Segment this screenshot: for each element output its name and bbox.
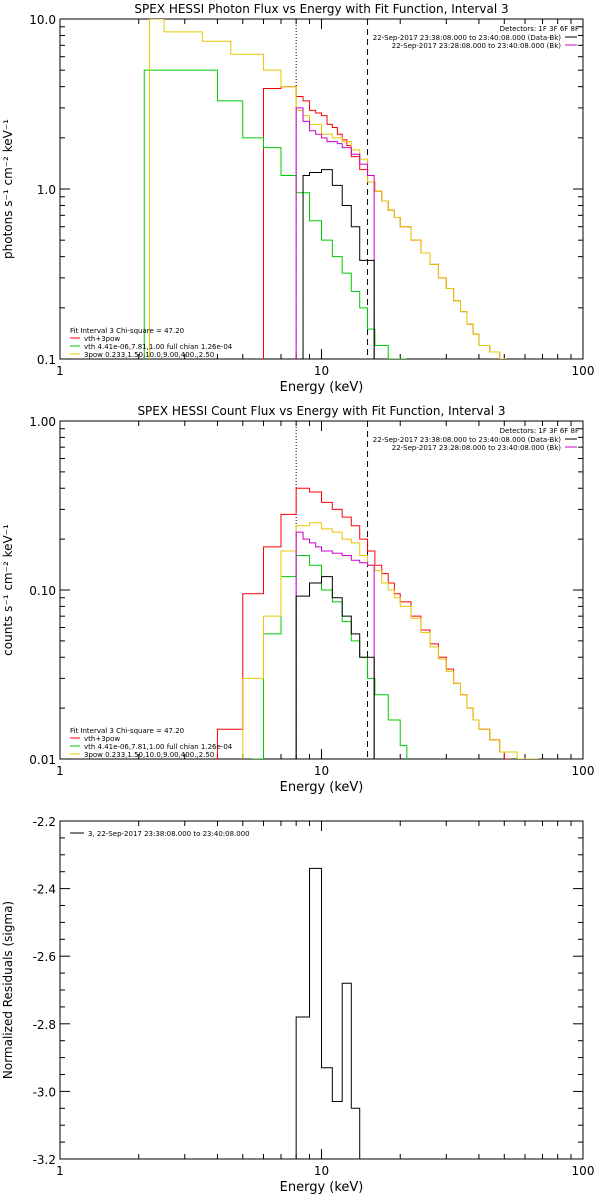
series-3-22-sep-2017-23-38-08-000-to-23-40-08-000: [295, 867, 376, 1159]
legend-left-label: vth+3pow: [84, 335, 120, 343]
series-vth-3pow: [216, 487, 511, 759]
legend-left-label: vth+3pow: [84, 735, 120, 743]
plot-area: [143, 19, 507, 359]
legend-right-label: 22-Sep-2017 23:38:08.000 to 23:40:08.000…: [373, 34, 562, 42]
chart-1: SPEX HESSI Photon Flux vs Energy with Fi…: [1, 2, 594, 395]
y-axis-label: photons s⁻¹ cm⁻² keV⁻¹: [1, 119, 15, 259]
legend-left-label: 3pow 0.233,1.50,10.0,9.00,400.,2.50: [84, 351, 214, 359]
series-bk: [295, 107, 375, 359]
x-tick-label: 1: [56, 764, 64, 778]
y-tick-label: -2.8: [33, 1018, 56, 1032]
x-tick-label: 100: [572, 364, 595, 378]
chart-2: SPEX HESSI Count Flux vs Energy with Fit…: [1, 404, 594, 795]
detectors-label: Detectors: 1F 3F 6F 8F: [500, 25, 579, 33]
legend-left-label: vth 4.41e-06,7.81,1.00 full chian 1.26e-…: [84, 743, 233, 751]
fit-header: Fit Interval 3 Chi-square = 47.20: [70, 727, 184, 735]
plot-area: [295, 867, 376, 1159]
plot-frame: [59, 18, 584, 360]
legend-left-label: vth 4.41e-06,7.81,1.00 full chian 1.26e-…: [84, 343, 233, 351]
y-tick-label: -2.4: [33, 883, 56, 897]
series-data-bk: [295, 576, 375, 759]
chart-title: SPEX HESSI Photon Flux vs Energy with Fi…: [134, 2, 508, 16]
y-tick-label: 0.10: [29, 584, 56, 598]
y-tick-label: -3.0: [33, 1085, 56, 1099]
y-tick-label: -2.2: [33, 815, 56, 829]
x-tick-label: 100: [572, 1164, 595, 1178]
x-axis-label: Energy (keV): [280, 1180, 364, 1195]
legend-left-label: 3pow 0.233,1.50,10.0,9.00,400.,2.50: [84, 751, 214, 759]
x-tick-label: 100: [572, 764, 595, 778]
series-3pow: [149, 19, 507, 359]
y-axis-label: Normalized Residuals (sigma): [1, 901, 15, 1079]
legend-right-label: 22-Sep-2017 23:28:08.000 to 23:40:08.000…: [392, 444, 562, 452]
x-axis-label: Energy (keV): [280, 780, 364, 795]
series-bk: [295, 531, 375, 759]
x-tick-label: 10: [314, 364, 329, 378]
y-tick-label: 1.0: [37, 183, 56, 197]
chart-3: 1 10 100 -2.2 -2.4 -2.6 -2.8 -3.0 -3.2 Energy (ke…: [1, 815, 594, 1195]
series-3pow: [242, 522, 539, 759]
legend-label: 3, 22-Sep-2017 23:38:08.000 to 23:40:08.…: [88, 830, 250, 838]
x-tick-label: 10: [314, 1164, 329, 1178]
y-tick-label: 10.0: [29, 13, 56, 27]
x-tick-label: 1: [56, 364, 64, 378]
fit-header: Fit Interval 3 Chi-square = 47.20: [70, 327, 184, 335]
series-vth: [251, 555, 408, 759]
detectors-label: Detectors: 1F 3F 6F 8F: [500, 427, 579, 435]
series-vth: [143, 69, 407, 359]
y-tick-label: -2.6: [33, 950, 56, 964]
series-data-bk: [302, 169, 375, 359]
y-tick-label: 0.01: [29, 753, 56, 767]
x-tick-label: 10: [314, 764, 329, 778]
y-tick-label: 0.1: [37, 353, 56, 367]
y-tick-label: -3.2: [33, 1153, 56, 1167]
chart-title: SPEX HESSI Count Flux vs Energy with Fit…: [137, 404, 505, 418]
legend-right-label: 22-Sep-2017 23:28:08.000 to 23:40:08.000…: [392, 42, 562, 50]
y-tick-label: 1.00: [29, 415, 56, 429]
y-axis-label: counts s⁻¹ cm⁻² keV⁻¹: [1, 524, 15, 656]
series-vth-3pow: [262, 86, 507, 359]
plot-area: [216, 421, 539, 759]
legend-right-label: 22-Sep-2017 23:38:08.000 to 23:40:08.000…: [373, 436, 562, 444]
x-tick-label: 1: [56, 1164, 64, 1178]
x-axis-label: Energy (keV): [280, 380, 364, 395]
